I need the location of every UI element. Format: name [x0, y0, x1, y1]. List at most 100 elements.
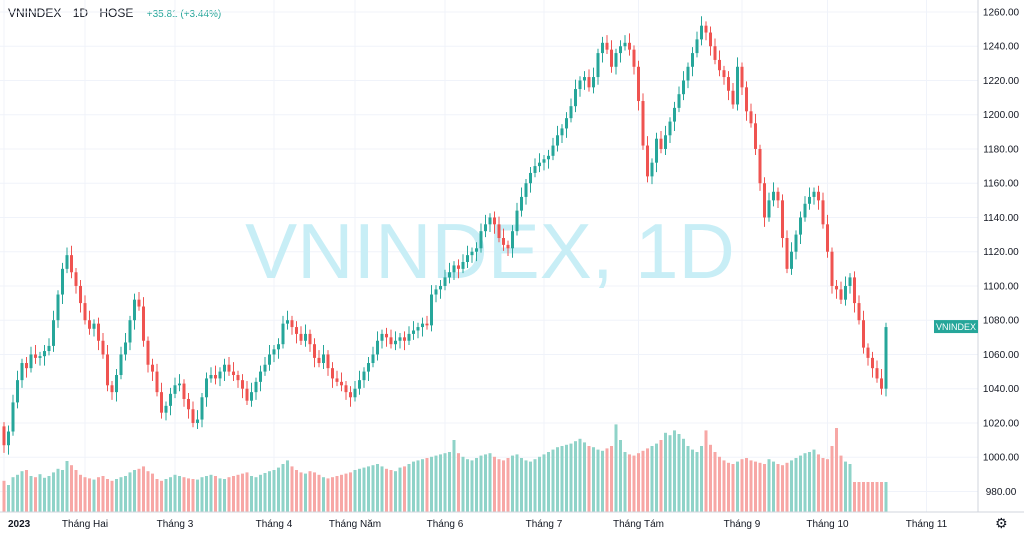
candle-body [106, 354, 109, 386]
candle-body [790, 251, 793, 269]
interval-label[interactable]: 1D [72, 6, 89, 20]
volume-bar [848, 464, 852, 512]
candle-body [200, 397, 204, 420]
candle-body [772, 191, 775, 201]
price-tick-label: 1100.00 [983, 281, 1019, 292]
price-tick-label: 1220.00 [983, 76, 1020, 87]
volume-bar [713, 452, 717, 512]
volume-bar [497, 459, 501, 512]
last-price-box [934, 320, 978, 334]
volume-bar [457, 453, 460, 512]
volume-bar [880, 482, 883, 512]
volume-bar [97, 477, 100, 512]
time-axis[interactable]: 2023 Tháng Hai Tháng 3 Tháng 4 Tháng Năm Thán… [8, 519, 948, 530]
volume-bar [785, 462, 789, 512]
candle-body [754, 123, 757, 149]
gear-icon[interactable]: ⚙ [995, 515, 1008, 531]
volume-bar [173, 474, 177, 512]
price-tick-label: 1180.00 [983, 144, 1019, 155]
candle-body [542, 159, 546, 163]
volume-bar [200, 477, 204, 512]
candle-body [191, 409, 195, 423]
volume-bar [241, 473, 244, 512]
volume-bar [821, 458, 825, 512]
volume-bar [673, 430, 676, 512]
candle-body [821, 200, 825, 225]
volume-bar [430, 456, 433, 512]
candle-body [16, 380, 19, 403]
volume-bar [367, 466, 370, 512]
volume-bar [74, 470, 78, 512]
volume-bar [263, 473, 267, 512]
price-tick-label: 1260.00 [983, 7, 1020, 18]
volume-bar [884, 482, 888, 512]
volume-bar [61, 470, 64, 512]
price-tick-label: 1120.00 [983, 247, 1019, 258]
candle-body [61, 268, 64, 295]
candle-body [137, 299, 141, 307]
volume-bar [376, 464, 379, 512]
candle-body [196, 419, 199, 423]
volume-bar [542, 454, 546, 512]
candle-body [277, 344, 280, 350]
volume-bar [709, 444, 712, 512]
candle-body [533, 166, 537, 173]
volume-bar [754, 461, 757, 512]
volume-bar [569, 443, 573, 512]
candle-body [524, 183, 528, 197]
volume-bar [731, 464, 735, 512]
volume-bar [439, 454, 442, 512]
time-tick-label: Tháng 3 [157, 519, 194, 530]
candle-body [700, 25, 703, 40]
candle-body [619, 46, 622, 54]
symbol-label[interactable]: VNINDEX [8, 6, 62, 20]
volume-bar [871, 482, 874, 512]
candle-body [556, 135, 559, 146]
candle-body [866, 347, 870, 358]
candle-body [448, 272, 451, 278]
candle-body [637, 66, 640, 102]
volume-bar [502, 460, 505, 512]
volume-bar [209, 474, 213, 512]
candle-body [268, 354, 271, 365]
candle-body [232, 371, 235, 376]
volume-bar [704, 430, 708, 512]
candle-body [488, 217, 492, 225]
candle-body [65, 255, 69, 269]
volume-bar [254, 477, 258, 512]
candle-body [722, 70, 726, 78]
candle-body [160, 392, 163, 413]
candle-body [709, 32, 712, 47]
volume-bar [592, 447, 595, 512]
candle-body [763, 183, 766, 218]
volume-bar [65, 461, 69, 512]
candle-body [835, 285, 838, 290]
volume-bar [421, 459, 424, 512]
candle-body [475, 248, 478, 252]
volume-bar [758, 462, 762, 512]
candle-body [11, 402, 15, 432]
volume-bar [583, 442, 586, 512]
volume-bar [317, 474, 321, 512]
volume-bar [529, 461, 532, 512]
volume-bar [25, 470, 28, 512]
volume-bar [20, 471, 24, 512]
price-axis[interactable]: 980.00 1000.00 1020.00 1040.00 1060.00 1080.0… [983, 7, 1020, 497]
candle-body [857, 303, 861, 321]
candle-body [551, 145, 555, 156]
candle-body [151, 364, 154, 372]
candle-body [520, 196, 523, 211]
candle-body [290, 320, 294, 328]
candle-body [74, 272, 78, 286]
volume-bar [623, 452, 627, 512]
candle-body [331, 368, 334, 379]
volume-bar [371, 465, 375, 512]
volume-bar [686, 446, 690, 512]
candle-body [565, 118, 568, 129]
volume-bar [551, 449, 555, 512]
candle-body [2, 426, 6, 446]
candle-body [178, 383, 181, 386]
candle-body [313, 344, 316, 358]
candle-body [241, 380, 244, 389]
